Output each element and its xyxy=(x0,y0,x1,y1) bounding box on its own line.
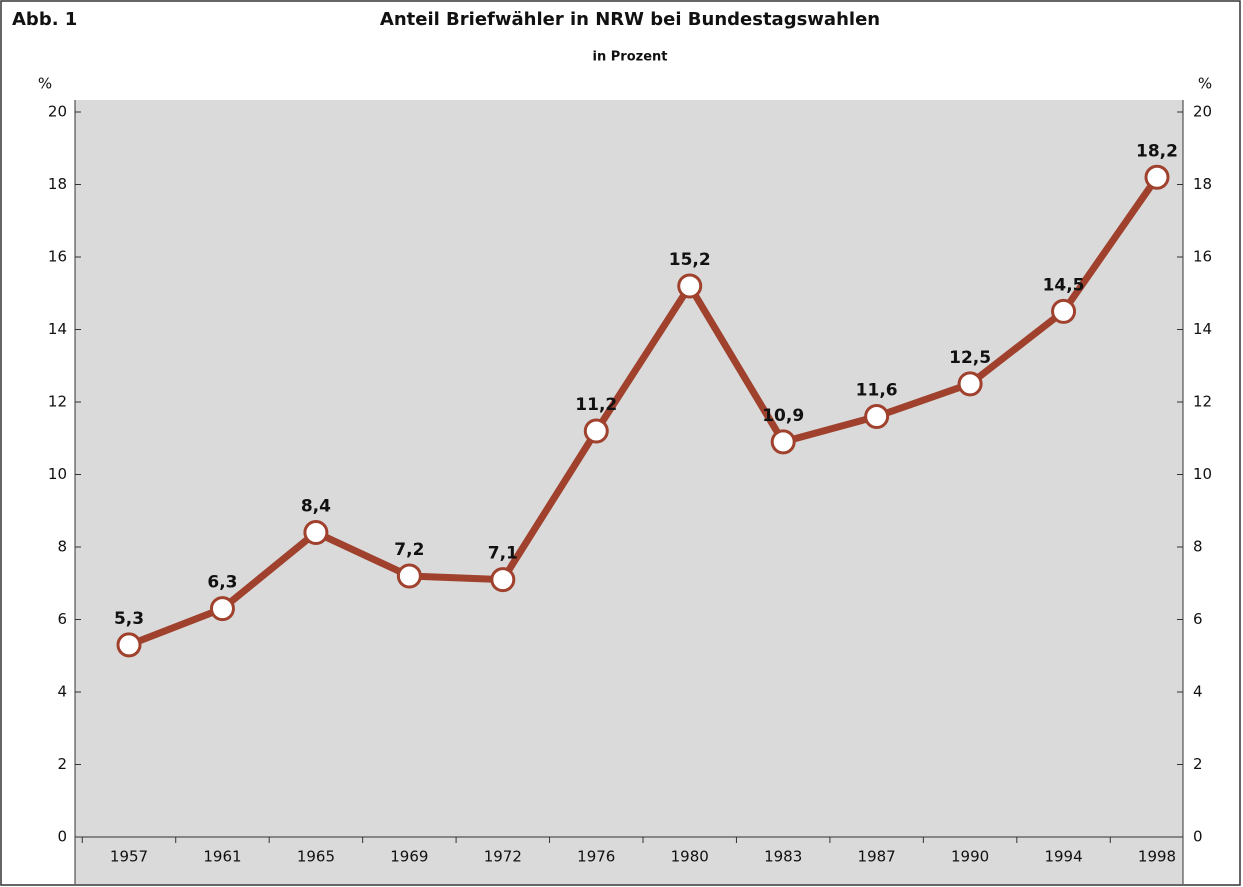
data-point xyxy=(677,273,703,299)
y-tick-label: 18 xyxy=(48,175,67,193)
y2-tick-label: 16 xyxy=(1193,248,1212,266)
data-label: 11,6 xyxy=(856,381,898,401)
y-tick-label: 2 xyxy=(57,755,67,773)
x-tick-label: 1961 xyxy=(203,848,241,866)
data-label: 8,4 xyxy=(301,497,331,517)
y2-tick-label: 2 xyxy=(1193,755,1203,773)
y2-tick-label: 20 xyxy=(1193,103,1212,121)
x-tick-label: 1980 xyxy=(671,848,709,866)
figure-label: Abb. 1 xyxy=(12,9,77,30)
data-point xyxy=(490,567,516,593)
chart-subtitle: in Prozent xyxy=(593,50,668,65)
chart-title: Anteil Briefwähler in NRW bei Bundestags… xyxy=(380,9,880,30)
y-tick-label: 20 xyxy=(48,103,67,121)
data-label: 11,2 xyxy=(575,395,617,415)
y-tick-label: 0 xyxy=(57,828,67,846)
data-point xyxy=(1051,298,1077,324)
x-tick-label: 1987 xyxy=(858,848,896,866)
data-label: 7,2 xyxy=(394,540,424,560)
y2-tick-label: 6 xyxy=(1193,610,1203,628)
x-tick-label: 1972 xyxy=(484,848,522,866)
y-tick-label: 6 xyxy=(57,610,67,628)
y-tick-label: 10 xyxy=(48,465,67,483)
data-label: 6,3 xyxy=(207,573,237,593)
data-point xyxy=(116,632,142,658)
y2-tick-label: 18 xyxy=(1193,175,1212,193)
x-tick-label: 1969 xyxy=(390,848,428,866)
y-tick-label: 12 xyxy=(48,393,67,411)
y2-tick-label: 0 xyxy=(1193,828,1203,846)
x-tick-label: 1990 xyxy=(951,848,989,866)
y-tick-label: 4 xyxy=(57,683,67,701)
y-tick-label: 8 xyxy=(57,538,67,556)
y-tick-label: 16 xyxy=(48,248,67,266)
data-point xyxy=(209,596,235,622)
data-point xyxy=(864,404,890,429)
data-point xyxy=(583,418,609,444)
y2-tick-label: 4 xyxy=(1193,683,1203,701)
data-point xyxy=(303,520,329,545)
x-tick-label: 1965 xyxy=(297,848,335,866)
data-point xyxy=(396,563,422,589)
y2-tick-label: 12 xyxy=(1193,393,1212,411)
y2-axis-label: % xyxy=(1198,75,1212,93)
y2-tick-label: 14 xyxy=(1193,320,1212,338)
y2-tick-label: 8 xyxy=(1193,538,1203,556)
data-label: 18,2 xyxy=(1136,141,1178,161)
data-label: 15,2 xyxy=(669,250,711,270)
plot-area xyxy=(75,100,1183,884)
data-point xyxy=(1144,164,1170,190)
y2-tick-label: 10 xyxy=(1193,465,1212,483)
x-tick-label: 1983 xyxy=(764,848,802,866)
x-tick-label: 1998 xyxy=(1138,848,1176,866)
data-label: 10,9 xyxy=(762,406,804,426)
x-tick-label: 1976 xyxy=(577,848,615,866)
data-label: 5,3 xyxy=(114,609,144,629)
data-label: 7,1 xyxy=(488,544,518,564)
data-point xyxy=(957,371,983,397)
data-label: 14,5 xyxy=(1043,275,1085,295)
x-tick-label: 1994 xyxy=(1044,848,1082,866)
data-point xyxy=(770,429,796,455)
data-line xyxy=(127,175,1160,649)
data-label: 12,5 xyxy=(949,348,991,368)
y-axis-label: % xyxy=(38,75,52,93)
x-tick-label: 1957 xyxy=(110,848,148,866)
y-tick-label: 14 xyxy=(48,320,67,338)
